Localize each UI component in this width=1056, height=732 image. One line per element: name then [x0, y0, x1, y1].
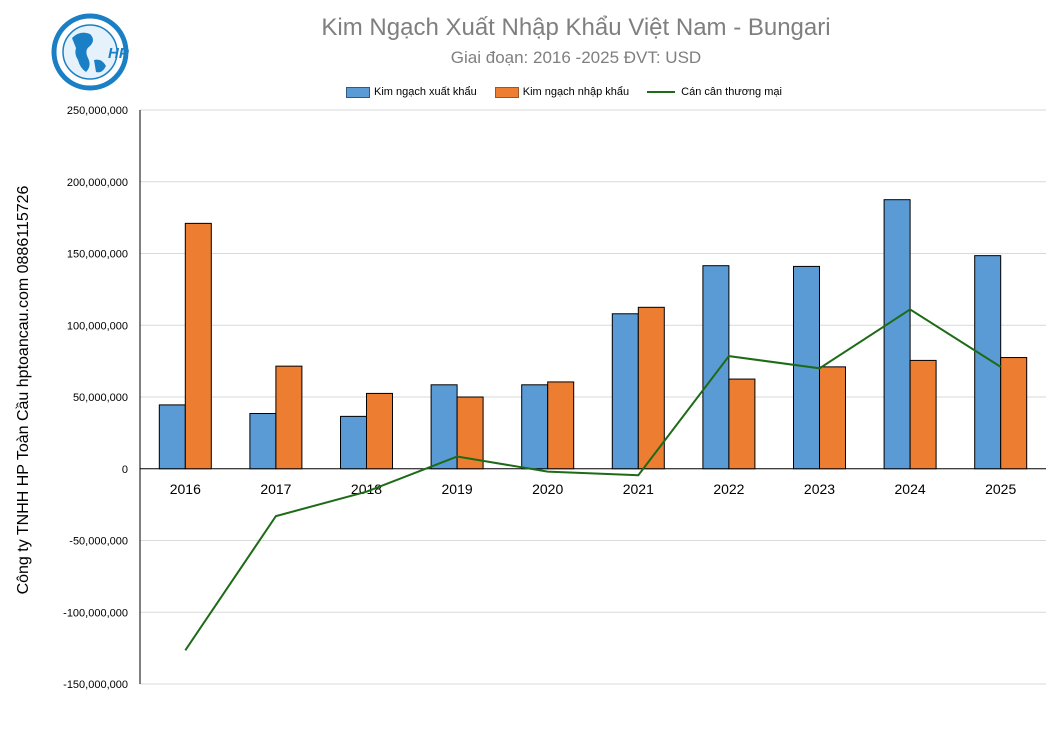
- bar-export: [521, 384, 549, 470]
- x-tick-label: 2016: [170, 481, 201, 497]
- y-tick-label: -50,000,000: [69, 536, 128, 548]
- x-tick-label: 2021: [623, 481, 654, 497]
- bar-import: [909, 359, 937, 470]
- legend-label-balance: Cán cân thương mại: [681, 86, 782, 98]
- y-tick-label: 100,000,000: [67, 320, 128, 332]
- x-tick-label: 2023: [804, 481, 835, 497]
- y-tick-label: 0: [122, 464, 128, 476]
- bar-import: [637, 306, 665, 470]
- x-tick-label: 2018: [351, 481, 382, 497]
- legend-swatch-export: [346, 86, 370, 98]
- chart-subtitle: Giai đoạn: 2016 -2025 ĐVT: USD: [450, 48, 702, 67]
- bar-import: [366, 392, 393, 470]
- y-tick-label: 200,000,000: [67, 177, 128, 189]
- bar-import: [547, 381, 575, 470]
- legend-swatch-import: [494, 86, 519, 98]
- globe-logo-icon: HP: [51, 13, 130, 91]
- legend-line-balance: [647, 91, 676, 93]
- bar-export: [883, 199, 911, 470]
- x-tick-label: 2019: [442, 481, 473, 497]
- bar-export: [702, 265, 730, 470]
- bar-import: [275, 365, 303, 470]
- bar-export: [158, 404, 186, 470]
- x-tick-label: 2020: [532, 481, 563, 497]
- legend-label-import: Kim ngạch nhập khẩu: [522, 86, 630, 98]
- bar-export: [249, 413, 277, 470]
- bar-export: [611, 313, 639, 470]
- x-tick-label: 2025: [985, 481, 1016, 497]
- y-tick-label: 250,000,000: [67, 105, 128, 117]
- bar-export: [430, 384, 458, 470]
- x-tick-label: 2022: [713, 481, 744, 497]
- legend-label-export: Kim ngạch xuất khẩu: [374, 86, 477, 98]
- balance-line: [184, 308, 1002, 651]
- bar-import: [728, 378, 756, 470]
- legend: Kim ngạch xuất khẩu Kim ngạch nhập khẩu …: [346, 86, 800, 98]
- bar-export: [340, 415, 367, 470]
- y-tick-label: -100,000,000: [63, 607, 128, 619]
- legend-item-export: Kim ngạch xuất khẩu: [346, 86, 477, 98]
- logo-text: HP: [108, 45, 130, 62]
- bar-import: [184, 222, 212, 470]
- y-tick-label: -150,000,000: [63, 679, 128, 691]
- chart-title: Kim Ngạch Xuất Nhập Khẩu Việt Nam - Bung…: [321, 14, 831, 41]
- y-tick-label: 150,000,000: [67, 249, 128, 261]
- bar-import: [819, 366, 846, 470]
- legend-item-balance: Cán cân thương mại: [647, 86, 782, 98]
- legend-item-import: Kim ngạch nhập khẩu: [494, 86, 630, 98]
- y-tick-label: 50,000,000: [73, 392, 128, 404]
- x-tick-label: 2024: [895, 481, 926, 497]
- x-tick-label: 2017: [260, 481, 291, 497]
- bar-import: [1000, 357, 1028, 470]
- bar-export: [974, 255, 1002, 470]
